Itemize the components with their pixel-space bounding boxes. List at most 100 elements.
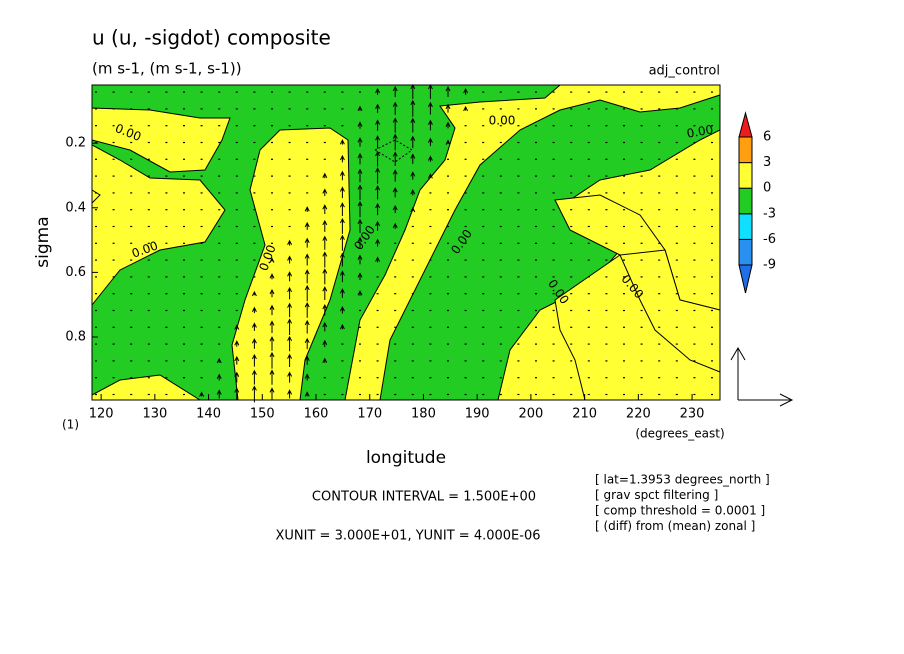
vector-dot bbox=[623, 91, 625, 93]
vector-dot bbox=[429, 192, 432, 194]
vector-dot bbox=[464, 377, 467, 379]
vector-arrow bbox=[251, 306, 257, 314]
vector-dot bbox=[429, 377, 432, 379]
vector-dot bbox=[693, 309, 696, 312]
vector-dot bbox=[464, 293, 467, 295]
vector-dot bbox=[570, 393, 573, 396]
vector-dot bbox=[640, 276, 643, 278]
vector-arrow bbox=[445, 139, 451, 145]
vector-dot bbox=[112, 225, 115, 228]
vector-dot bbox=[552, 108, 555, 110]
vector-dot bbox=[218, 141, 221, 144]
vector-dot bbox=[711, 91, 713, 93]
vector-dot bbox=[587, 225, 590, 228]
vector-arrow bbox=[357, 137, 363, 147]
vector-dot bbox=[394, 377, 397, 379]
vector-dot bbox=[499, 209, 502, 211]
vector-dot bbox=[271, 141, 273, 144]
vector-dot bbox=[605, 326, 608, 328]
vector-dot bbox=[535, 175, 537, 177]
vector-dot bbox=[464, 242, 467, 244]
vector-dot bbox=[570, 309, 573, 312]
vector-dot bbox=[464, 192, 467, 194]
vector-dot bbox=[218, 259, 221, 261]
vector-dot bbox=[535, 276, 537, 278]
vector-dot bbox=[95, 309, 97, 312]
vector-dot bbox=[605, 343, 608, 345]
vector-dot bbox=[570, 225, 573, 228]
vector-dot bbox=[359, 360, 361, 362]
vector-dot bbox=[376, 309, 379, 312]
vector-dot bbox=[218, 242, 221, 244]
vector-dot bbox=[675, 192, 678, 194]
vector-dot bbox=[623, 108, 625, 110]
vector-arrow bbox=[392, 151, 398, 166]
vector-dot bbox=[499, 360, 502, 362]
vector-dot bbox=[535, 192, 537, 194]
vector-dot bbox=[112, 377, 115, 379]
vector-dot bbox=[394, 360, 397, 362]
vector-dot bbox=[165, 225, 168, 228]
vector-dot bbox=[112, 242, 115, 244]
vector-dot bbox=[535, 293, 537, 295]
vector-dot bbox=[464, 259, 467, 261]
vector-dot bbox=[570, 91, 573, 93]
vector-dot bbox=[552, 225, 555, 228]
vector-dot bbox=[464, 125, 467, 127]
vector-arrow bbox=[322, 172, 328, 179]
colorbar-label: -3 bbox=[763, 206, 776, 221]
vector-dot bbox=[570, 108, 573, 110]
vector-dot bbox=[147, 158, 150, 160]
vector-dot bbox=[587, 209, 590, 211]
vector-dot bbox=[499, 242, 502, 244]
vector-dot bbox=[341, 91, 344, 93]
vector-dot bbox=[288, 175, 291, 177]
vector-dot bbox=[658, 360, 661, 362]
vector-dot bbox=[165, 393, 168, 396]
vector-dot bbox=[605, 108, 608, 110]
vector-dot bbox=[640, 108, 643, 110]
x-tick-label: 150 bbox=[250, 407, 275, 422]
vector-dot bbox=[658, 108, 661, 110]
vector-dot bbox=[218, 326, 221, 328]
vector-dot bbox=[200, 108, 203, 110]
vector-arrow bbox=[427, 155, 433, 162]
vector-dot bbox=[429, 242, 432, 244]
vector-arrow bbox=[287, 371, 293, 383]
vector-arrow bbox=[199, 391, 205, 397]
vector-arrow bbox=[375, 119, 381, 131]
vector-dot bbox=[605, 175, 608, 177]
vector-dot bbox=[200, 175, 203, 177]
vector-dot bbox=[429, 209, 432, 211]
vector-arrow bbox=[322, 339, 328, 348]
colorbar-triangle bbox=[738, 111, 753, 138]
vector-dot bbox=[341, 360, 344, 362]
vector-dot bbox=[323, 377, 326, 379]
vector-dot bbox=[147, 242, 150, 244]
vector-dot bbox=[711, 326, 713, 328]
vector-dot bbox=[130, 125, 133, 127]
vector-arrow bbox=[427, 173, 433, 179]
vector-dot bbox=[693, 225, 696, 228]
vector-dot bbox=[376, 360, 379, 362]
vector-dot bbox=[605, 259, 608, 261]
vector-dot bbox=[235, 158, 238, 160]
colorbar-box bbox=[738, 136, 753, 164]
vector-dot bbox=[482, 209, 485, 211]
vector-dot bbox=[517, 393, 520, 396]
vector-dot bbox=[323, 158, 326, 160]
vector-dot bbox=[218, 276, 221, 278]
vector-dot bbox=[253, 259, 256, 261]
vector-arrow bbox=[357, 184, 363, 201]
vector-dot bbox=[587, 293, 590, 295]
vector-arrow bbox=[304, 391, 310, 397]
vector-dot bbox=[499, 259, 502, 261]
vector-dot bbox=[640, 242, 643, 244]
vector-dot bbox=[200, 259, 203, 261]
footer-line: CONTOUR INTERVAL = 1.500E+00 bbox=[312, 490, 536, 505]
vector-dot bbox=[447, 259, 449, 261]
vector-dot bbox=[587, 309, 590, 312]
vector-dot bbox=[147, 91, 150, 93]
vector-arrow bbox=[339, 217, 345, 234]
vector-dot bbox=[658, 175, 661, 177]
